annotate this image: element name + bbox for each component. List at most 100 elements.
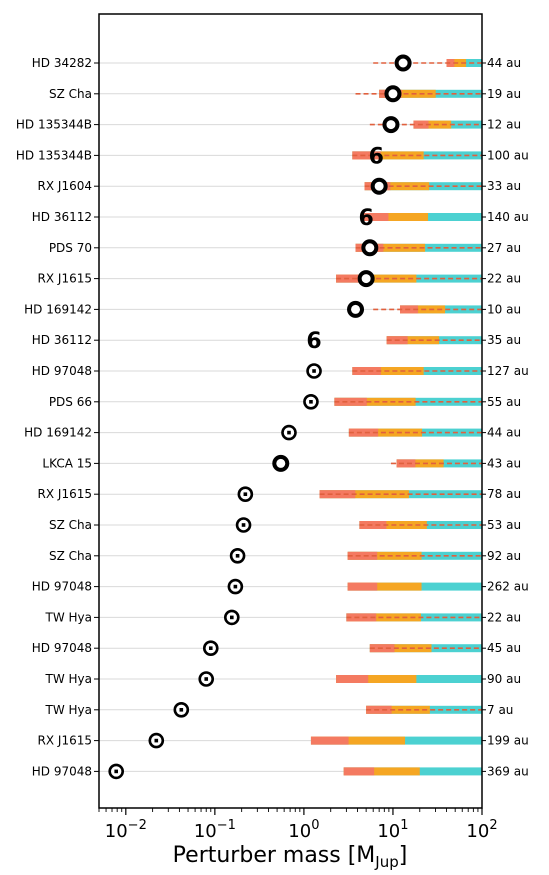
separation-label: 127 au	[487, 364, 529, 378]
marker-dot	[287, 430, 291, 435]
data-marker: 6	[306, 329, 321, 354]
row-label: LKCA 15	[42, 456, 92, 470]
range-bar-orange	[366, 705, 430, 714]
row-label: HD 97048	[32, 580, 92, 594]
separation-label: 12 au	[487, 118, 521, 132]
data-marker	[272, 454, 290, 472]
plot-frame	[98, 13, 483, 809]
range-bar-red	[310, 736, 349, 745]
x-tick-label: 10−2	[105, 818, 147, 842]
separation-label: 35 au	[487, 333, 521, 347]
data-marker	[382, 116, 400, 134]
marker-dot	[204, 677, 209, 681]
range-bar-red	[396, 459, 416, 468]
separation-label: 100 au	[487, 148, 529, 162]
x-axis: 10−2 10−1 100 101 102	[98, 808, 498, 842]
range-bar-red	[336, 675, 369, 683]
row-label: RX J1604	[38, 179, 92, 193]
data-marker	[394, 54, 412, 72]
marker-dot	[241, 523, 246, 527]
row-label: HD 34282	[32, 56, 92, 70]
row-label: HD 135344B	[16, 148, 92, 162]
grid-lines	[99, 62, 482, 772]
separation-label: 55 au	[487, 395, 521, 409]
separation-label: 92 au	[487, 549, 521, 563]
row-label: HD 36112	[32, 210, 92, 224]
separation-label: 22 au	[487, 610, 521, 624]
row-label: RX J1615	[38, 487, 92, 501]
range-bar-orange	[346, 613, 421, 622]
marker-dot	[243, 492, 248, 496]
marker-dot	[312, 369, 316, 373]
row-label: HD 97048	[32, 641, 92, 655]
separation-label: 19 au	[487, 87, 521, 101]
row-label: TW Hya	[45, 672, 93, 686]
separation-label: 78 au	[487, 487, 521, 501]
marker-dot	[208, 646, 213, 650]
data-markers: 6 6 6	[108, 54, 412, 780]
data-marker	[347, 300, 365, 318]
range-bar-red	[347, 551, 378, 560]
x-tick-label: 102	[466, 818, 497, 842]
separation-label: 44 au	[487, 56, 521, 70]
range-bar-red	[352, 367, 381, 375]
range-bar-orange	[362, 213, 429, 221]
separation-label: 44 au	[487, 426, 521, 440]
separation-label: 43 au	[487, 456, 521, 470]
data-marker	[370, 177, 388, 195]
separation-labels: 44 au 19 au 12 au 100 au 33 au 140 au 27 au 22 …	[482, 56, 529, 778]
row-label: TW Hya	[45, 610, 93, 624]
separation-label: 33 au	[487, 179, 521, 193]
x-tick-label: 101	[377, 818, 408, 842]
data-marker: 6	[369, 144, 384, 169]
range-bar-orange	[369, 644, 432, 653]
row-label: RX J1615	[38, 272, 92, 286]
row-label: PDS 66	[49, 395, 92, 409]
range-bar-orange	[413, 120, 452, 129]
x-tick-label: 100	[288, 818, 319, 842]
marker-dot	[233, 584, 238, 589]
data-marker	[361, 239, 379, 257]
row-label: PDS 70	[49, 241, 92, 255]
range-bar-orange	[310, 736, 406, 745]
range-bar-red	[352, 151, 381, 160]
row-label: HD 97048	[32, 364, 92, 378]
range-bar-orange	[347, 582, 422, 591]
range-bar-red	[347, 582, 378, 591]
mass-ranges	[310, 59, 482, 776]
row-label: SZ Cha	[49, 518, 92, 532]
row-label: SZ Cha	[49, 549, 92, 563]
separation-label: 262 au	[487, 580, 529, 594]
row-label: HD 169142	[24, 426, 92, 440]
x-tick-label: 10−1	[194, 818, 236, 842]
row-label: SZ Cha	[49, 87, 92, 101]
row-label: HD 135344B	[16, 118, 92, 132]
row-label: RX J1615	[38, 734, 92, 748]
separation-label: 45 au	[487, 641, 521, 655]
row-labels: HD 34282 SZ Cha HD 135344B HD 135344B RX J16…	[16, 56, 99, 778]
row-label: HD 36112	[32, 333, 92, 347]
separation-label: 22 au	[487, 272, 521, 286]
range-bar-red	[346, 613, 377, 622]
row-label: HD 97048	[32, 764, 92, 778]
marker-dot	[179, 708, 184, 712]
data-marker: 6	[358, 206, 373, 231]
separation-label: 10 au	[487, 302, 521, 316]
range-bar-red	[362, 213, 389, 221]
data-marker	[357, 270, 375, 288]
x-axis-label: Perturber mass [MJup]	[173, 843, 408, 871]
marker-dot	[309, 400, 313, 404]
separation-label: 53 au	[487, 518, 521, 532]
range-bar-red	[343, 767, 375, 776]
row-label: HD 169142	[24, 302, 92, 316]
range-bar-orange	[343, 767, 420, 776]
data-marker	[384, 85, 402, 103]
separation-label: 369 au	[487, 764, 529, 778]
separation-label: 140 au	[487, 210, 529, 224]
separation-label: 90 au	[487, 672, 521, 686]
marker-dot	[154, 738, 159, 743]
marker-dot	[114, 769, 118, 774]
row-label: TW Hya	[45, 703, 93, 717]
range-bar-red	[348, 428, 379, 437]
range-bar-orange	[396, 459, 444, 468]
